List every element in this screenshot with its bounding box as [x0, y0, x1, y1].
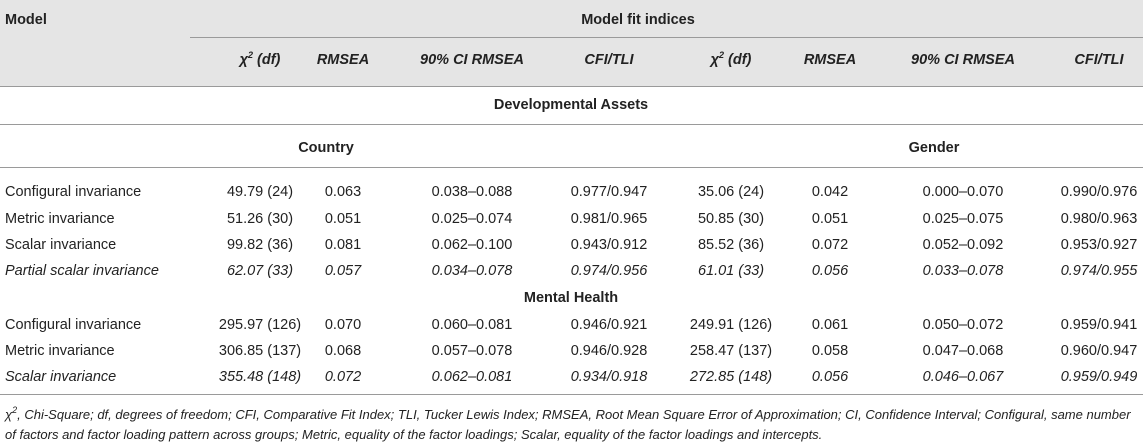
table-cell: 355.48 (148) [218, 369, 302, 385]
table-cell: 0.070 [324, 317, 362, 333]
table-cell: 0.068 [324, 343, 362, 359]
table-cell: 306.85 (137) [218, 343, 302, 359]
fit-indices-header: Model fit indices [581, 12, 695, 28]
table-cell: 0.046–0.067 [922, 369, 1004, 385]
table-cell: 50.85 (30) [697, 211, 765, 227]
section-developmental-assets: Developmental Assets [493, 97, 649, 113]
row-model-label: Configural invariance [5, 317, 142, 333]
row-model-label: Partial scalar invariance [5, 263, 159, 279]
table-cell: 51.26 (30) [226, 211, 294, 227]
table-cell: 0.025–0.075 [922, 211, 1004, 227]
col-ci-gender: 90% CI RMSEA [911, 52, 1015, 68]
table-cell: 0.050–0.072 [922, 317, 1004, 333]
table-cell: 35.06 (24) [697, 184, 765, 200]
table-cell: 0.025–0.074 [431, 211, 513, 227]
table-cell: 0.959/0.949 [1060, 369, 1138, 385]
table-cell: 0.974/0.955 [1060, 263, 1138, 279]
table-cell: 272.85 (148) [689, 369, 773, 385]
table-cell: 0.946/0.921 [570, 317, 648, 333]
table-cell: 61.01 (33) [697, 263, 765, 279]
row-model-label: Metric invariance [5, 343, 115, 359]
table-cell: 0.990/0.976 [1060, 184, 1138, 200]
table-cell: 0.056 [811, 369, 849, 385]
table-cell: 0.057–0.078 [431, 343, 513, 359]
table-cell: 249.91 (126) [689, 317, 773, 333]
table-cell: 0.959/0.941 [1060, 317, 1138, 333]
table-cell: 0.062–0.100 [431, 237, 513, 253]
table-cell: 0.042 [811, 184, 849, 200]
table-cell: 295.97 (126) [218, 317, 302, 333]
table-cell: 0.056 [811, 263, 849, 279]
section-rule [0, 124, 1143, 125]
col-rmsea-country: RMSEA [316, 52, 370, 68]
table-cell: 0.934/0.918 [570, 369, 648, 385]
table-cell: 0.058 [811, 343, 849, 359]
group-country: Country [298, 140, 354, 156]
table-cell: 0.946/0.928 [570, 343, 648, 359]
table-cell: 0.981/0.965 [570, 211, 648, 227]
table-cell: 0.033–0.078 [922, 263, 1004, 279]
model-column-header: Model [5, 12, 47, 28]
col-rmsea-gender: RMSEA [803, 52, 857, 68]
table-cell: 258.47 (137) [689, 343, 773, 359]
table-cell: 0.953/0.927 [1060, 237, 1138, 253]
table-cell: 0.057 [324, 263, 362, 279]
table-header-band [0, 0, 1143, 86]
header-bottom-rule [0, 86, 1143, 87]
table-cell: 49.79 (24) [226, 184, 294, 200]
table-cell: 0.974/0.956 [570, 263, 648, 279]
table-cell: 0.052–0.092 [922, 237, 1004, 253]
table-cell: 0.063 [324, 184, 362, 200]
header-divider [190, 37, 1143, 38]
row-model-label: Scalar invariance [5, 369, 117, 385]
section-mental-health: Mental Health [523, 290, 619, 306]
col-chi-gender: χ2 (df) [710, 50, 752, 69]
table-footnote: χ2, Chi-Square; df, degrees of freedom; … [5, 405, 1131, 443]
table-cell: 0.061 [811, 317, 849, 333]
table-cell: 85.52 (36) [697, 237, 765, 253]
table-cell: 0.062–0.081 [431, 369, 513, 385]
table-cell: 0.072 [811, 237, 849, 253]
table-cell: 0.072 [324, 369, 362, 385]
table-cell: 0.051 [811, 211, 849, 227]
col-ci-country: 90% CI RMSEA [420, 52, 524, 68]
table-cell: 0.047–0.068 [922, 343, 1004, 359]
table-cell: 0.960/0.947 [1060, 343, 1138, 359]
table-cell: 0.081 [324, 237, 362, 253]
table-cell: 0.060–0.081 [431, 317, 513, 333]
table-cell: 0.943/0.912 [570, 237, 648, 253]
col-cfi-gender: CFI/TLI [1074, 52, 1124, 68]
table-cell: 99.82 (36) [226, 237, 294, 253]
table-bottom-rule [0, 394, 1143, 395]
group-rule [0, 167, 1143, 168]
row-model-label: Scalar invariance [5, 237, 117, 253]
table-cell: 0.977/0.947 [570, 184, 648, 200]
table-cell: 62.07 (33) [226, 263, 294, 279]
table-cell: 0.038–0.088 [431, 184, 513, 200]
table-cell: 0.980/0.963 [1060, 211, 1138, 227]
table-cell: 0.000–0.070 [922, 184, 1004, 200]
row-model-label: Metric invariance [5, 211, 115, 227]
col-chi-country: χ2 (df) [239, 50, 281, 69]
row-model-label: Configural invariance [5, 184, 142, 200]
table-cell: 0.034–0.078 [431, 263, 513, 279]
group-gender: Gender [908, 140, 960, 156]
table-cell: 0.051 [324, 211, 362, 227]
col-cfi-country: CFI/TLI [584, 52, 634, 68]
